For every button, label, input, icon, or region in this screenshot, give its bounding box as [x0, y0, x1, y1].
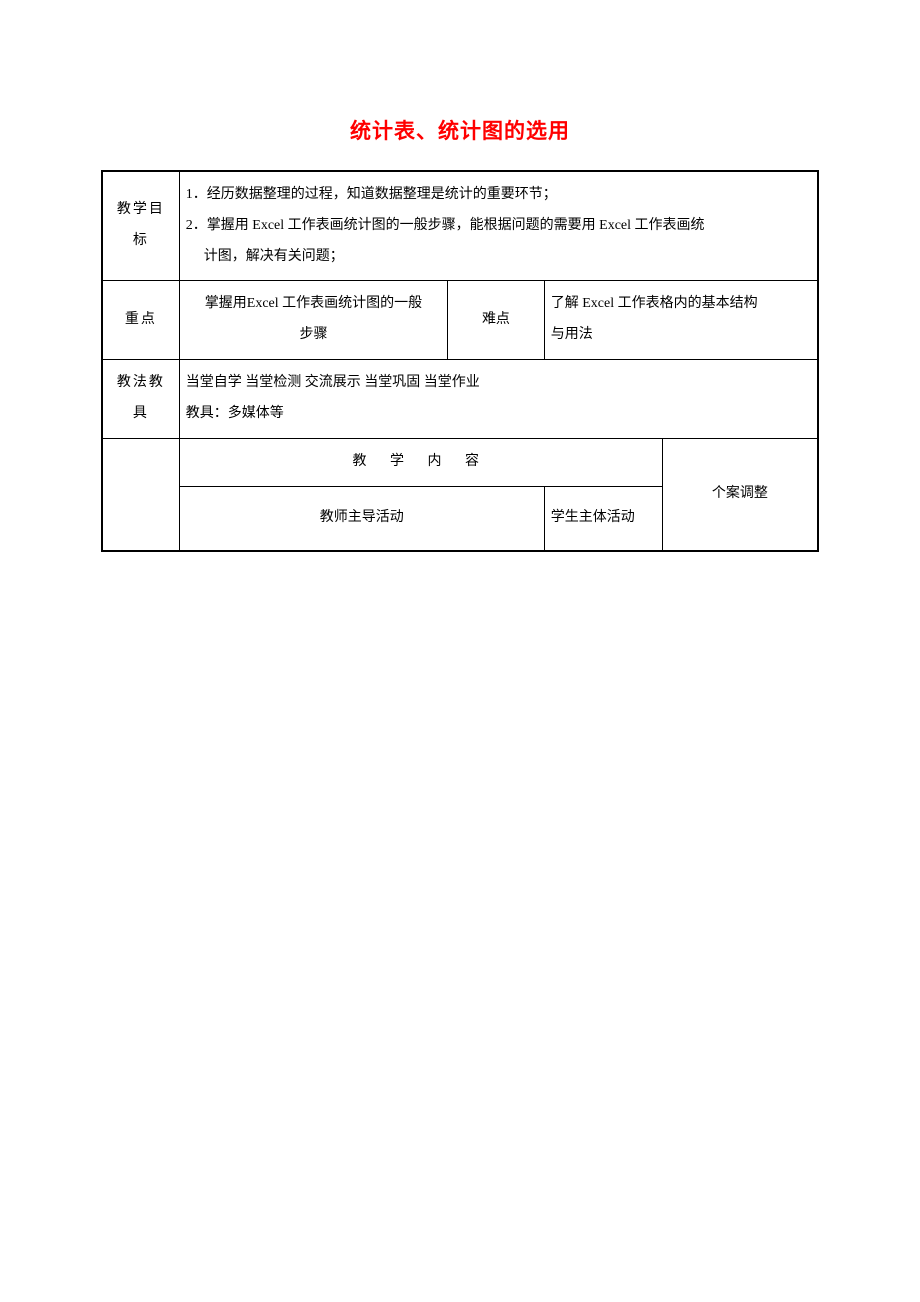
- difficulty-content: 了解 Excel 工作表格内的基本结构 与用法: [544, 281, 818, 360]
- lesson-plan-table: 教学目标 1．经历数据整理的过程，知道数据整理是统计的重要环节； 2．掌握用 E…: [101, 170, 819, 552]
- method-line-2: 教具：多媒体等: [186, 399, 811, 430]
- empty-label-cell: [102, 438, 179, 551]
- difficulty-line-2: 与用法: [551, 320, 811, 351]
- method-label: 教法教具: [102, 359, 179, 438]
- adjust-header: 个案调整: [662, 438, 818, 551]
- goals-content: 1．经历数据整理的过程，知道数据整理是统计的重要环节； 2．掌握用 Excel …: [179, 171, 818, 281]
- goals-label: 教学目标: [102, 171, 179, 281]
- method-content: 当堂自学 当堂检测 交流展示 当堂巩固 当堂作业 教具：多媒体等: [179, 359, 818, 438]
- keypoint-line-1: 掌握用Excel 工作表画统计图的一般: [186, 289, 441, 320]
- goal-line-2: 2．掌握用 Excel 工作表画统计图的一般步骤，能根据问题的需要用 Excel…: [186, 211, 811, 242]
- goal-line-2-cont: 计图，解决有关问题；: [186, 242, 811, 273]
- keypoint-row: 重点 掌握用Excel 工作表画统计图的一般 步骤 难点 了解 Excel 工作…: [102, 281, 818, 360]
- teaching-content-header: 教 学 内 容: [179, 438, 662, 486]
- keypoint-content: 掌握用Excel 工作表画统计图的一般 步骤: [179, 281, 447, 360]
- keypoint-line-2: 步骤: [186, 320, 441, 351]
- student-activity-cell: 学生主体活动: [544, 486, 662, 551]
- difficulty-label: 难点: [448, 281, 545, 360]
- keypoint-label: 重点: [102, 281, 179, 360]
- difficulty-line-1: 了解 Excel 工作表格内的基本结构: [551, 289, 811, 320]
- page-title: 统计表、统计图的选用: [0, 115, 920, 145]
- goals-row: 教学目标 1．经历数据整理的过程，知道数据整理是统计的重要环节； 2．掌握用 E…: [102, 171, 818, 281]
- method-row: 教法教具 当堂自学 当堂检测 交流展示 当堂巩固 当堂作业 教具：多媒体等: [102, 359, 818, 438]
- goal-line-1: 1．经历数据整理的过程，知道数据整理是统计的重要环节；: [186, 180, 811, 211]
- method-line-1: 当堂自学 当堂检测 交流展示 当堂巩固 当堂作业: [186, 368, 811, 399]
- content-header-row: 教 学 内 容 个案调整: [102, 438, 818, 486]
- teacher-activity-cell: 教师主导活动: [179, 486, 544, 551]
